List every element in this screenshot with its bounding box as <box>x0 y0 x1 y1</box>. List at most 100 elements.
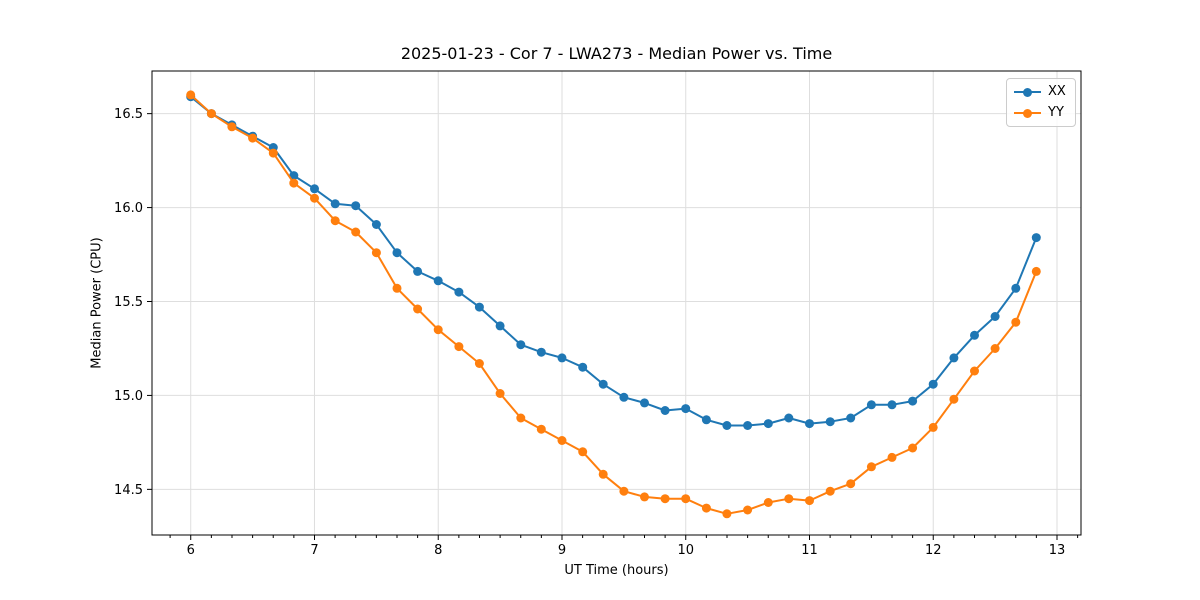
data-point-marker <box>186 90 196 100</box>
y-tick-label: 14.5 <box>114 483 143 498</box>
x-axis-label: UT Time (hours) <box>564 563 669 578</box>
data-point-marker <box>887 452 897 462</box>
data-point-marker <box>413 266 423 276</box>
x-tick-label: 9 <box>558 543 566 558</box>
legend-line-marker-icon <box>1014 86 1041 98</box>
data-point-marker <box>970 330 979 340</box>
x-tick-label: 11 <box>801 543 818 558</box>
data-point-marker <box>784 494 794 504</box>
y-tick-label: 15.5 <box>114 295 143 310</box>
data-point-marker <box>516 340 526 350</box>
data-point-marker <box>681 404 691 414</box>
data-point-marker <box>495 389 505 398</box>
data-point-marker <box>392 248 402 258</box>
legend-item-xx: XX <box>1014 83 1066 101</box>
y-tick-label: 15.0 <box>114 389 143 404</box>
data-point-marker <box>784 413 794 423</box>
data-point-marker <box>949 353 959 363</box>
data-point-marker <box>1031 266 1041 276</box>
data-point-marker <box>206 109 216 119</box>
data-point-marker <box>474 302 484 312</box>
data-point-marker <box>598 379 608 389</box>
chart-title: 2025-01-23 - Cor 7 - LWA273 - Median Pow… <box>400 44 833 63</box>
data-point-marker <box>619 392 629 402</box>
data-point-marker <box>454 342 464 352</box>
y-tick-label: 16.5 <box>114 107 143 122</box>
data-point-marker <box>763 498 773 507</box>
data-point-marker <box>990 312 1000 321</box>
data-point-marker <box>846 479 856 489</box>
data-point-marker <box>578 447 588 457</box>
legend-line-marker-icon <box>1014 107 1041 119</box>
data-point-marker <box>763 419 773 429</box>
data-point-marker <box>846 413 856 423</box>
plot-grid <box>152 71 1081 535</box>
x-tick-label: 7 <box>310 543 318 558</box>
data-point-marker <box>722 421 732 430</box>
data-point-marker <box>640 398 649 408</box>
data-point-marker <box>619 486 629 496</box>
data-point-marker <box>516 413 526 423</box>
data-point-marker <box>310 193 319 203</box>
data-point-marker <box>722 509 732 519</box>
data-point-marker <box>351 201 361 211</box>
data-point-marker <box>330 199 340 209</box>
data-point-marker <box>557 353 567 363</box>
data-point-marker <box>557 436 567 445</box>
x-tick-label: 8 <box>434 543 442 558</box>
data-point-marker <box>578 362 588 372</box>
series-XX-markers <box>186 92 1041 430</box>
data-point-marker <box>743 421 753 430</box>
data-point-marker <box>970 366 979 376</box>
data-point-marker <box>1031 233 1041 243</box>
data-point-marker <box>640 492 649 502</box>
y-axis-label: Median Power (CPU) <box>89 237 105 369</box>
data-point-marker <box>908 443 918 453</box>
axis-ticks <box>147 113 1079 540</box>
plot-border <box>151 70 1082 536</box>
legend-dot-sample <box>1023 87 1032 97</box>
axis-tick-labels: 6 7 8 9 10 11 12 13 14.5 15.0 15.5 16.0 16.5 <box>114 107 1065 558</box>
data-point-marker <box>433 325 443 335</box>
data-point-marker <box>289 178 299 188</box>
data-point-marker <box>1011 283 1021 293</box>
data-point-marker <box>825 417 835 427</box>
data-point-marker <box>805 419 814 429</box>
legend-dot-sample <box>1023 108 1032 118</box>
data-point-marker <box>454 287 464 297</box>
series-YY-markers <box>186 90 1041 519</box>
data-point-marker <box>351 227 361 237</box>
data-point-marker <box>433 276 443 286</box>
data-point-marker <box>928 422 938 432</box>
x-tick-label: 6 <box>187 543 195 558</box>
data-point-marker <box>248 133 258 143</box>
data-point-marker <box>908 396 918 406</box>
y-tick-label: 16.0 <box>114 201 143 216</box>
data-point-marker <box>310 184 319 194</box>
data-point-marker <box>660 494 670 504</box>
data-point-marker <box>227 122 237 132</box>
data-point-marker <box>474 359 484 368</box>
data-point-marker <box>887 400 897 410</box>
data-point-marker <box>536 424 546 434</box>
data-point-marker <box>268 148 278 158</box>
data-point-marker <box>371 248 381 258</box>
data-point-marker <box>495 321 505 331</box>
data-point-marker <box>949 394 959 404</box>
data-point-marker <box>1011 317 1021 327</box>
data-point-marker <box>598 469 608 479</box>
legend: XX YY <box>1006 78 1076 127</box>
series-XX-line <box>190 95 1038 427</box>
x-tick-label: 10 <box>677 543 694 558</box>
data-point-marker <box>866 462 876 472</box>
data-point-marker <box>805 496 814 506</box>
data-point-marker <box>866 400 876 410</box>
data-point-marker <box>928 379 938 389</box>
data-point-marker <box>289 171 299 181</box>
data-point-marker <box>371 220 381 229</box>
data-point-marker <box>701 415 711 425</box>
data-point-marker <box>681 494 691 504</box>
data-point-marker <box>825 486 835 496</box>
x-tick-label: 12 <box>925 543 942 558</box>
